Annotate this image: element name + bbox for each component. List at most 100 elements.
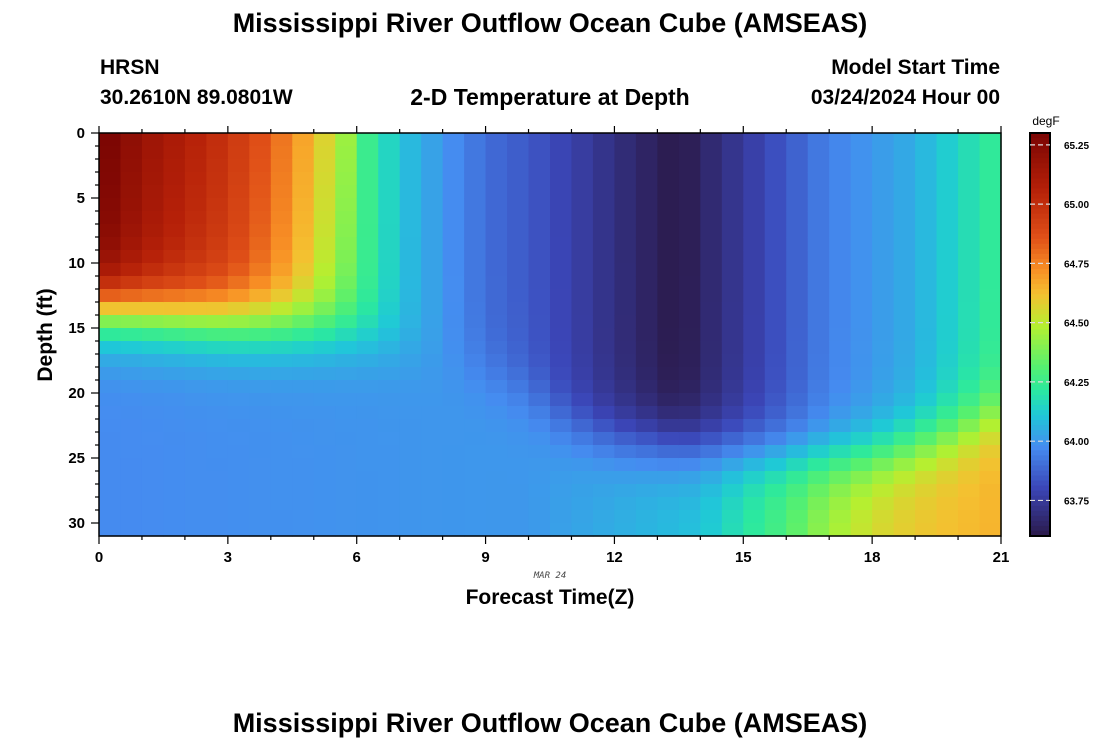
y-tick-label: 30	[68, 515, 85, 532]
heatmap-cell	[550, 380, 573, 394]
heatmap-cell	[915, 159, 938, 173]
heatmap-cell	[571, 432, 594, 446]
heatmap-cell	[721, 276, 744, 290]
heatmap-cell	[120, 211, 143, 225]
heatmap-cell	[550, 406, 573, 420]
heatmap-cell	[807, 185, 830, 199]
heatmap-cell	[958, 419, 981, 433]
heatmap-cell	[507, 276, 530, 290]
heatmap-cell	[635, 445, 658, 459]
heatmap-cell	[657, 497, 680, 511]
heatmap-cell	[915, 315, 938, 329]
heatmap-cell	[335, 328, 358, 342]
heatmap-cell	[464, 484, 487, 498]
heatmap-cell	[356, 289, 379, 303]
heatmap-cell	[184, 172, 207, 186]
heatmap-cell	[249, 237, 272, 251]
heatmap-cell	[399, 458, 422, 472]
heatmap-cell	[120, 146, 143, 160]
heatmap-cell	[313, 523, 336, 537]
heatmap-cell	[571, 276, 594, 290]
heatmap-cell	[249, 302, 272, 316]
heatmap-cell	[99, 159, 122, 173]
heatmap-cell	[120, 133, 143, 147]
heatmap-cell	[378, 497, 401, 511]
heatmap-cell	[507, 146, 530, 160]
heatmap-cell	[915, 276, 938, 290]
heatmap-cell	[678, 354, 701, 368]
heatmap-cell	[313, 159, 336, 173]
heatmap-cell	[507, 159, 530, 173]
heatmap-cell	[485, 432, 508, 446]
heatmap-cell	[979, 341, 1002, 355]
y-tick-label: 5	[77, 190, 85, 207]
heatmap-cell	[936, 237, 959, 251]
model-start-value: 03/24/2024 Hour 00	[810, 86, 1000, 109]
heatmap-cell	[850, 471, 873, 485]
heatmap-cell	[464, 133, 487, 147]
heatmap-cell	[249, 146, 272, 160]
heatmap-cell	[141, 406, 165, 420]
heatmap-cell	[206, 328, 229, 342]
heatmap-cell	[507, 510, 530, 524]
heatmap-cell	[120, 185, 143, 199]
heatmap-cell	[356, 497, 379, 511]
heatmap-cell	[184, 133, 207, 147]
heatmap-cell	[163, 185, 186, 199]
heatmap-cell	[743, 341, 766, 355]
heatmap-cell	[335, 237, 358, 251]
heatmap-cell	[893, 354, 916, 368]
heatmap-cell	[936, 380, 959, 394]
heatmap-cell	[829, 484, 852, 498]
x-tick-label: 3	[224, 549, 232, 566]
heatmap-cell	[721, 497, 744, 511]
heatmap-cell	[356, 406, 379, 420]
heatmap-cell	[936, 406, 959, 420]
heatmap-cell	[163, 419, 186, 433]
heatmap-cell	[614, 419, 637, 433]
heatmap-cell	[99, 341, 122, 355]
heatmap-cell	[249, 354, 272, 368]
heatmap-cell	[592, 406, 616, 420]
heatmap-cell	[958, 211, 981, 225]
heatmap-cell	[184, 393, 207, 407]
heatmap-cell	[872, 419, 895, 433]
heatmap-cell	[421, 302, 444, 316]
heatmap-cell	[313, 484, 336, 498]
heatmap-cell	[700, 211, 723, 225]
heatmap-cell	[893, 380, 916, 394]
heatmap-cell	[700, 315, 723, 329]
heatmap-cell	[141, 237, 165, 251]
heatmap-cell	[120, 315, 143, 329]
heatmap-cell	[313, 510, 336, 524]
heatmap-cell	[399, 289, 422, 303]
heatmap-cell	[184, 354, 207, 368]
heatmap-cell	[872, 224, 895, 238]
heatmap-cell	[227, 276, 250, 290]
heatmap-cell	[356, 211, 379, 225]
heatmap-cell	[550, 341, 573, 355]
heatmap-cell	[442, 289, 465, 303]
heatmap-cell	[270, 484, 293, 498]
heatmap-cell	[614, 432, 637, 446]
heatmap-cell	[550, 458, 573, 472]
heatmap-cell	[850, 276, 873, 290]
heatmap-cell	[356, 263, 379, 277]
heatmap-cell	[807, 523, 830, 537]
heatmap-cell	[335, 211, 358, 225]
heatmap-cell	[700, 263, 723, 277]
heatmap-cell	[743, 523, 766, 537]
heatmap-cell	[571, 250, 594, 264]
heatmap-cell	[227, 458, 250, 472]
heatmap-cell	[528, 393, 551, 407]
heatmap-cell	[184, 146, 207, 160]
heatmap-cell	[678, 133, 701, 147]
heatmap-cell	[700, 354, 723, 368]
heatmap-cell	[184, 328, 207, 342]
heatmap-cell	[550, 263, 573, 277]
heatmap-cell	[678, 523, 701, 537]
heatmap-cell	[399, 198, 422, 212]
heatmap-cell	[700, 250, 723, 264]
heatmap-cell	[829, 380, 852, 394]
